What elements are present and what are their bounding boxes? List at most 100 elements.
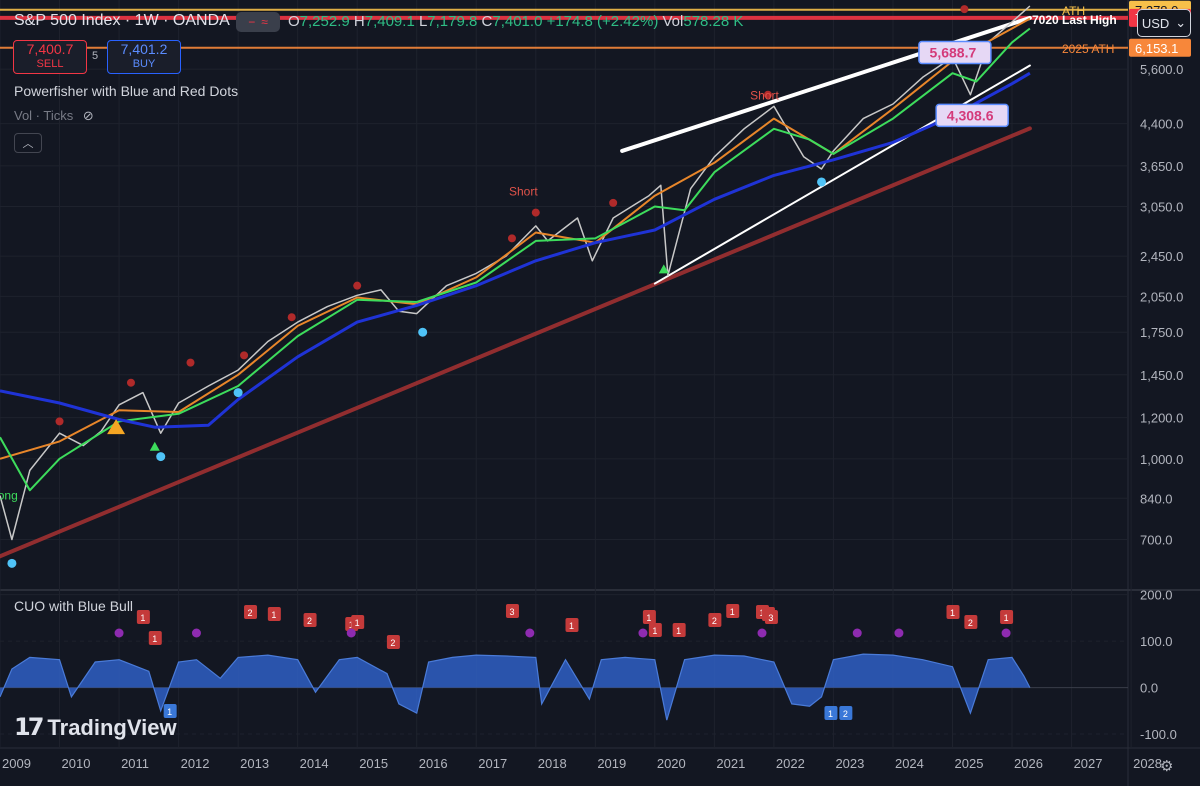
- blue-flag-label: 1: [167, 707, 172, 717]
- red-flag-badge: [946, 605, 960, 619]
- eye-off-icon[interactable]: ⊘: [82, 108, 94, 123]
- x-tick-label: 2011: [121, 756, 149, 771]
- y-tick-label: 1,200.0: [1140, 411, 1183, 426]
- collapse-indicators-button[interactable]: ︿: [14, 133, 42, 153]
- price-series-line: [0, 5, 1031, 541]
- x-tick-label: 2017: [478, 756, 507, 771]
- red-flag-label: 1: [646, 613, 651, 623]
- y-tick-label: 2,050.0: [1140, 289, 1183, 304]
- cuo-area-fill: [0, 654, 1030, 721]
- red-flag-badge: [505, 604, 519, 618]
- blue-flag-badge: [839, 706, 853, 720]
- cuo-y-tick-label: -100.0: [1140, 727, 1177, 742]
- x-tick-label: 2024: [895, 756, 924, 771]
- chevron-down-icon: ⌄: [1175, 15, 1187, 30]
- y-tick-label: 1,750.0: [1140, 325, 1183, 340]
- y-tick-label: 3,650.0: [1140, 159, 1183, 174]
- open-value: 7,252.9: [299, 13, 350, 30]
- tradingview-mark-icon: 𝟭𝟳: [14, 714, 44, 741]
- red-signal-dot: [186, 358, 195, 367]
- symbol-title[interactable]: S&P 500 Index · 1W · OANDA: [14, 12, 230, 29]
- red-signal-dot: [507, 234, 516, 243]
- red-flag-badge: [764, 610, 778, 624]
- settings-gear-icon[interactable]: ⚙: [1160, 758, 1174, 775]
- sell-button[interactable]: 7,400.7 SELL: [13, 40, 87, 74]
- red-flag-badge: [303, 613, 317, 627]
- red-flag-badge: [708, 613, 722, 627]
- red-flag-badge: [672, 623, 686, 637]
- x-tick-label: 2021: [716, 756, 745, 771]
- blue-signal-dot: [7, 558, 17, 568]
- y-tick-label: 840.0: [1140, 491, 1173, 506]
- red-flag-label: 1: [950, 608, 955, 618]
- horizontal-level-label: 7020 Last High: [1032, 13, 1117, 27]
- purple-signal-dot: [757, 628, 767, 638]
- volume-indicator-text: Vol · Ticks: [14, 108, 74, 123]
- indicator-powerfisher-label[interactable]: Powerfisher with Blue and Red Dots: [14, 83, 239, 99]
- currency-value: USD: [1141, 15, 1170, 31]
- purple-signal-dot: [894, 628, 904, 638]
- red-flag-label: 3: [509, 607, 514, 617]
- blue-signal-dot: [817, 177, 827, 187]
- buy-label: BUY: [132, 58, 156, 70]
- red-signal-dot: [609, 198, 618, 207]
- red-flag-badge: [244, 605, 258, 619]
- chevron-up-icon: ︿: [22, 138, 34, 150]
- purple-signal-dot: [114, 628, 124, 638]
- ohlc-readout: O7,252.9 H7,409.1 L7,179.8 C7,401.0 +174…: [288, 13, 743, 30]
- tradingview-logo[interactable]: 𝟭𝟳 TradingView: [14, 713, 177, 742]
- red-flag-badge: [648, 623, 662, 637]
- red-flag-badge: [148, 631, 162, 645]
- red-flag-label: 1: [140, 613, 145, 623]
- red-flag-label: 1: [569, 621, 574, 631]
- red-flag-badge: [726, 604, 740, 618]
- buy-button[interactable]: 7,401.2 BUY: [107, 40, 181, 74]
- minus-icon: −: [248, 15, 256, 29]
- wave-icon: ≈: [261, 15, 268, 29]
- change-value: +174.8 (+2.42%): [546, 13, 659, 30]
- green-triangle-marker: [149, 441, 160, 451]
- x-tick-label: 2012: [181, 756, 210, 771]
- y-tick-label: 2,450.0: [1140, 249, 1183, 264]
- y-tick-label: 5,600.0: [1140, 62, 1183, 77]
- high-key: H: [353, 13, 365, 30]
- red-flag-badge: [267, 607, 281, 621]
- x-tick-label: 2027: [1074, 756, 1103, 771]
- close-key: C: [481, 13, 493, 30]
- red-flag-label: 2: [712, 616, 717, 626]
- x-tick-label: 2022: [776, 756, 805, 771]
- y-tick-label: 1,450.0: [1140, 368, 1183, 383]
- volume-key: Vol: [662, 13, 684, 30]
- price-tag: [1129, 38, 1191, 57]
- red-flag-label: 2: [390, 638, 395, 648]
- blue-signal-dot: [418, 327, 428, 337]
- red-flag-label: 1: [730, 607, 735, 617]
- red-flag-label: 1: [652, 626, 657, 636]
- currency-select[interactable]: USD ⌄: [1137, 9, 1191, 37]
- indicator-volume-label[interactable]: Vol · Ticks ⊘: [14, 108, 94, 124]
- purple-signal-dot: [852, 628, 862, 638]
- red-flag-badge: [565, 618, 579, 632]
- chart-toggle-button[interactable]: − ≈: [236, 12, 280, 32]
- red-signal-dot: [240, 351, 249, 360]
- red-signal-dot: [960, 5, 969, 14]
- x-tick-label: 2009: [2, 756, 31, 771]
- horizontal-level-label: 2025 ATH: [1062, 42, 1114, 56]
- trendline: [620, 15, 1032, 153]
- purple-signal-dot: [1001, 628, 1011, 638]
- x-tick-label: 2013: [240, 756, 269, 771]
- price-tag-label: 6,153.1: [1135, 41, 1178, 56]
- chart-annotation-label: Long: [0, 489, 18, 503]
- cuo-y-tick-label: 100.0: [1140, 634, 1173, 649]
- indicator-cuo-label[interactable]: CUO with Blue Bull: [14, 598, 134, 614]
- sell-price: 7,400.7: [26, 41, 74, 57]
- y-tick-label: 1,000.0: [1140, 452, 1183, 467]
- red-signal-dot: [531, 208, 540, 217]
- x-tick-label: 2023: [835, 756, 864, 771]
- green-triangle-marker: [658, 264, 669, 274]
- blue-flag-badge: [824, 706, 838, 720]
- x-tick-label: 2020: [657, 756, 686, 771]
- price-annotation-box: [918, 40, 992, 65]
- red-flag-label: 1: [152, 634, 157, 644]
